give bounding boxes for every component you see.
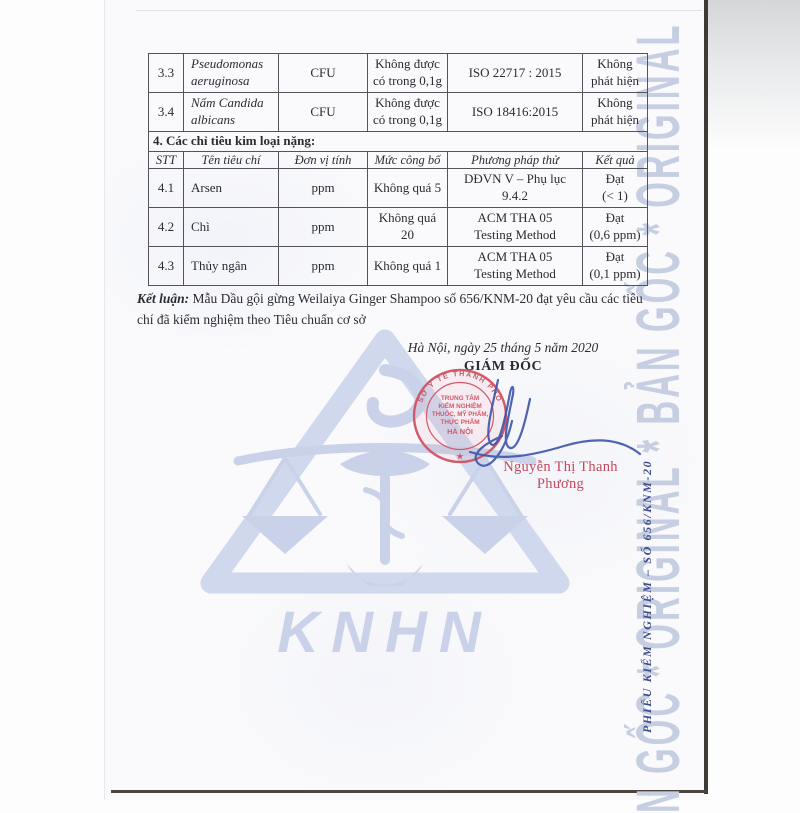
date-line: Hà Nội, ngày 25 tháng 5 năm 2020 [407, 340, 599, 355]
conclusion-paragraph: Kết luận: Mẫu Dầu gội gừng Weilaiya Ging… [137, 289, 661, 331]
director-title: GIÁM ĐỐC [463, 359, 543, 374]
cell-result: Đạt (< 1) [582, 168, 648, 209]
cell-method: ISO 22717 : 2015 [447, 53, 583, 93]
cell-result: Đạt (0,1 ppm) [582, 246, 648, 287]
table-row: 4.1 Arsen ppm Không quá 5 DĐVN V – Phụ l… [148, 168, 648, 209]
knhn-watermark-logo: KNHN [200, 329, 570, 665]
header-stt: STT [148, 150, 184, 170]
cell-criterion: Nấm Candida albicans [183, 92, 279, 132]
watermark-swan-body [340, 450, 430, 476]
cell-criterion: Pseudomonas aeruginosa [183, 53, 279, 93]
cell-unit: ppm [278, 246, 368, 287]
cell-limit: Không quá 20 [367, 207, 448, 248]
header-result: Kết quả [582, 150, 648, 170]
watermark-snake [363, 487, 405, 539]
cell-criterion: Thủy ngân [183, 246, 279, 287]
header-method: Phương pháp thử [447, 150, 583, 170]
test-results-table: 3.3 Pseudomonas aeruginosa CFU Không đượ… [148, 53, 648, 287]
watermark-swan-neck [366, 364, 427, 428]
cell-limit: Không quá 5 [367, 168, 448, 209]
signer-name: Nguyễn Thị Thanh Phương [503, 459, 618, 492]
cell-result: Không phát hiện [582, 53, 648, 93]
cell-stt: 3.4 [148, 92, 184, 132]
cell-method: ACM THA 05 Testing Method [447, 207, 583, 248]
cell-limit: Không quá 1 [367, 246, 448, 287]
section-4-heading-row: 4. Các chỉ tiêu kim loại nặng: [148, 131, 648, 152]
watermark-right-pan [442, 516, 528, 554]
section-4-title: 4. Các chỉ tiêu kim loại nặng: [148, 131, 648, 152]
paper-bottom-edge [111, 790, 707, 793]
cell-criterion: Chì [183, 207, 279, 248]
conclusion-label: Kết luận: [137, 291, 190, 306]
cell-unit: ppm [278, 168, 368, 209]
cell-method: ACM THA 05 Testing Method [447, 246, 583, 287]
cell-limit: Không được có trong 0,1g [367, 92, 448, 132]
cell-result: Không phát hiện [582, 92, 648, 132]
paper-fold-line [136, 10, 702, 11]
signature-block: Hà Nội, ngày 25 tháng 5 năm 2020 GIÁM ĐỐ… [383, 340, 623, 375]
table-row: 3.4 Nấm Candida albicans CFU Không được … [148, 92, 648, 132]
cell-unit: CFU [278, 92, 368, 132]
cell-result: Đạt (0,6 ppm) [582, 207, 648, 248]
watermark-knhn-text: KNHN [277, 600, 493, 665]
scan-background-corner [708, 0, 800, 150]
cell-unit: ppm [278, 207, 368, 248]
cell-unit: CFU [278, 53, 368, 93]
cell-method: ISO 18416:2015 [447, 92, 583, 132]
table-header-row: STT Tên tiêu chí Đơn vị tính Mức công bố… [148, 150, 648, 170]
cell-method: DĐVN V – Phụ lục 9.4.2 [447, 168, 583, 209]
header-criterion: Tên tiêu chí [183, 150, 279, 170]
cell-stt: 3.3 [148, 53, 184, 93]
cell-criterion: Arsen [183, 168, 279, 209]
table-row: 4.2 Chì ppm Không quá 20 ACM THA 05 Test… [148, 207, 648, 248]
table-row: 4.3 Thủy ngân ppm Không quá 1 ACM THA 05… [148, 246, 648, 287]
header-limit: Mức công bố [367, 150, 448, 170]
cell-stt: 4.2 [148, 207, 184, 248]
watermark-left-pan [242, 516, 328, 554]
cell-stt: 4.1 [148, 168, 184, 209]
conclusion-text: Mẫu Dầu gội gừng Weilaiya Ginger Shampoo… [137, 291, 643, 327]
cell-limit: Không được có trong 0,1g [367, 53, 448, 93]
cell-stt: 4.3 [148, 246, 184, 287]
paper-right-edge [704, 0, 708, 794]
table-row: 3.3 Pseudomonas aeruginosa CFU Không đượ… [148, 53, 648, 93]
header-unit: Đơn vị tính [278, 150, 368, 170]
